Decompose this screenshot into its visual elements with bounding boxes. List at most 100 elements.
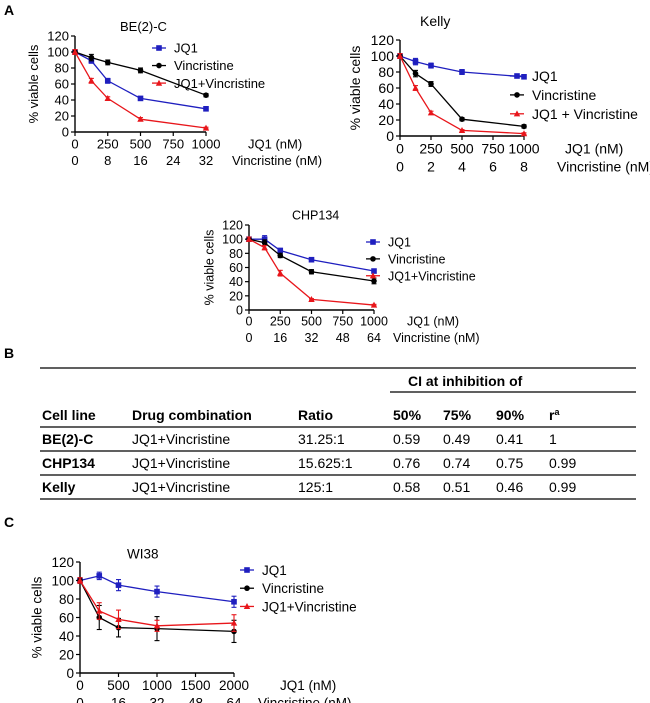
series-jq1-vincristine: [76, 577, 238, 632]
data-point: [202, 124, 210, 131]
table-cell: CHP134: [42, 455, 95, 471]
x-tick-label: 1000: [192, 136, 221, 151]
column-header-drug-combination: Drug combination: [132, 407, 252, 423]
series-vincristine: [397, 53, 527, 130]
x-axis-label-jq1: JQ1 (nM): [565, 141, 623, 157]
data-point: [88, 77, 95, 84]
x2-tick-label: 2: [427, 159, 435, 175]
table-row: CHP134 JQ1+Vincristine 15.625:1 0.76 0.74 0.7…: [42, 455, 576, 471]
x-axis-label-jq1: JQ1 (nM): [407, 315, 459, 329]
panel-label-c: C: [4, 514, 14, 530]
series-jq1-vincristine: [71, 48, 210, 131]
y-tick-label: 60: [59, 610, 74, 625]
series-vincristine: [72, 49, 209, 98]
legend-marker: [244, 567, 250, 573]
series-jq1: [77, 571, 237, 608]
table-cell: BE(2)-C: [42, 431, 93, 447]
data-point: [412, 58, 419, 65]
x-axis-label-vincristine: Vincristine (nM): [232, 153, 322, 168]
table-cell: JQ1+Vincristine: [132, 431, 230, 447]
data-point: [412, 70, 419, 77]
x2-tick-label: 24: [166, 153, 180, 168]
x-tick-label: 0: [396, 141, 404, 157]
y-axis-label: % viable cells: [30, 576, 45, 658]
table-cell: 0.51: [443, 479, 470, 495]
y-tick-label: 20: [59, 647, 74, 662]
table-row: Kelly JQ1+Vincristine 125:1 0.58 0.51 0.46 0.9…: [42, 479, 576, 495]
column-header-90: 90%: [496, 407, 525, 423]
y-tick-label: 40: [378, 96, 394, 112]
x2-tick-label: 16: [111, 695, 126, 703]
x2-tick-label: 48: [336, 331, 350, 345]
chart-title: Kelly: [420, 13, 450, 29]
x2-tick-label: 0: [246, 331, 253, 345]
data-point: [203, 106, 209, 112]
table-row: BE(2)-C JQ1+Vincristine 31.25:1 0.59 0.49 0.4…: [42, 431, 557, 447]
column-header-cell-line: Cell line: [42, 407, 96, 423]
x-axis-label-jq1: JQ1 (nM): [280, 678, 336, 693]
y-tick-label: 60: [55, 77, 69, 92]
x2-tick-label: 8: [104, 153, 111, 168]
x-axis-label-vincristine: Vincristine (nM): [258, 695, 352, 703]
series-line: [399, 55, 525, 128]
table-cell: 0.74: [443, 455, 470, 471]
x-tick-label: 250: [270, 315, 291, 329]
legend-label: Vincristine: [388, 252, 445, 266]
legend-label: JQ1: [388, 236, 411, 250]
data-point: [459, 69, 465, 75]
x2-tick-label: 64: [367, 331, 381, 345]
y-tick-label: 80: [378, 64, 394, 80]
y-tick-label: 0: [62, 125, 69, 140]
x-tick-label: 2000: [219, 678, 249, 693]
x-tick-label: 750: [332, 315, 353, 329]
data-point: [203, 92, 209, 98]
y-tick-label: 40: [229, 275, 243, 289]
data-point: [396, 52, 404, 59]
series-line: [249, 238, 375, 272]
table-cell: 0.75: [496, 455, 523, 471]
legend-label: JQ1+Vincristine: [262, 599, 357, 614]
data-point: [458, 127, 466, 133]
table-cell: JQ1+Vincristine: [132, 479, 230, 495]
chart-title: BE(2)-C: [120, 19, 167, 34]
table-cell: 0.41: [496, 431, 523, 447]
x2-tick-label: 16: [133, 153, 147, 168]
table-cell: 0.99: [549, 455, 576, 471]
data-point: [261, 244, 268, 251]
y-tick-label: 100: [371, 48, 395, 64]
x-tick-label: 0: [76, 678, 84, 693]
legend-label: JQ1+Vincristine: [388, 269, 476, 283]
data-point: [153, 622, 161, 629]
data-point: [261, 239, 268, 246]
x-tick-label: 1000: [360, 315, 388, 329]
x-tick-label: 1000: [508, 141, 539, 157]
legend-marker: [514, 73, 520, 79]
y-tick-label: 20: [229, 289, 243, 303]
x2-tick-label: 32: [199, 153, 213, 168]
x-tick-label: 1000: [142, 678, 172, 693]
x-tick-label: 250: [419, 141, 443, 157]
column-header-75: 75%: [443, 407, 472, 423]
data-point: [71, 48, 79, 55]
legend-label: JQ1+Vincristine: [174, 76, 265, 91]
data-point: [137, 67, 144, 74]
table-cell: JQ1+Vincristine: [132, 455, 230, 471]
legend-label: Vincristine: [262, 581, 324, 596]
column-header-ratio: Ratio: [298, 407, 333, 423]
table-cell: Kelly: [42, 479, 76, 495]
data-point: [428, 62, 434, 69]
table-cell: 31.25:1: [298, 431, 345, 447]
y-tick-label: 80: [55, 61, 69, 76]
y-tick-label: 120: [371, 32, 395, 48]
x2-tick-label: 6: [489, 159, 497, 175]
chart-title: WI38: [127, 547, 159, 562]
data-point: [115, 582, 122, 588]
table-cell: 15.625:1: [298, 455, 353, 471]
legend-marker: [513, 110, 521, 117]
legend-marker: [514, 92, 520, 98]
series-jq1-vincristine: [245, 235, 378, 308]
